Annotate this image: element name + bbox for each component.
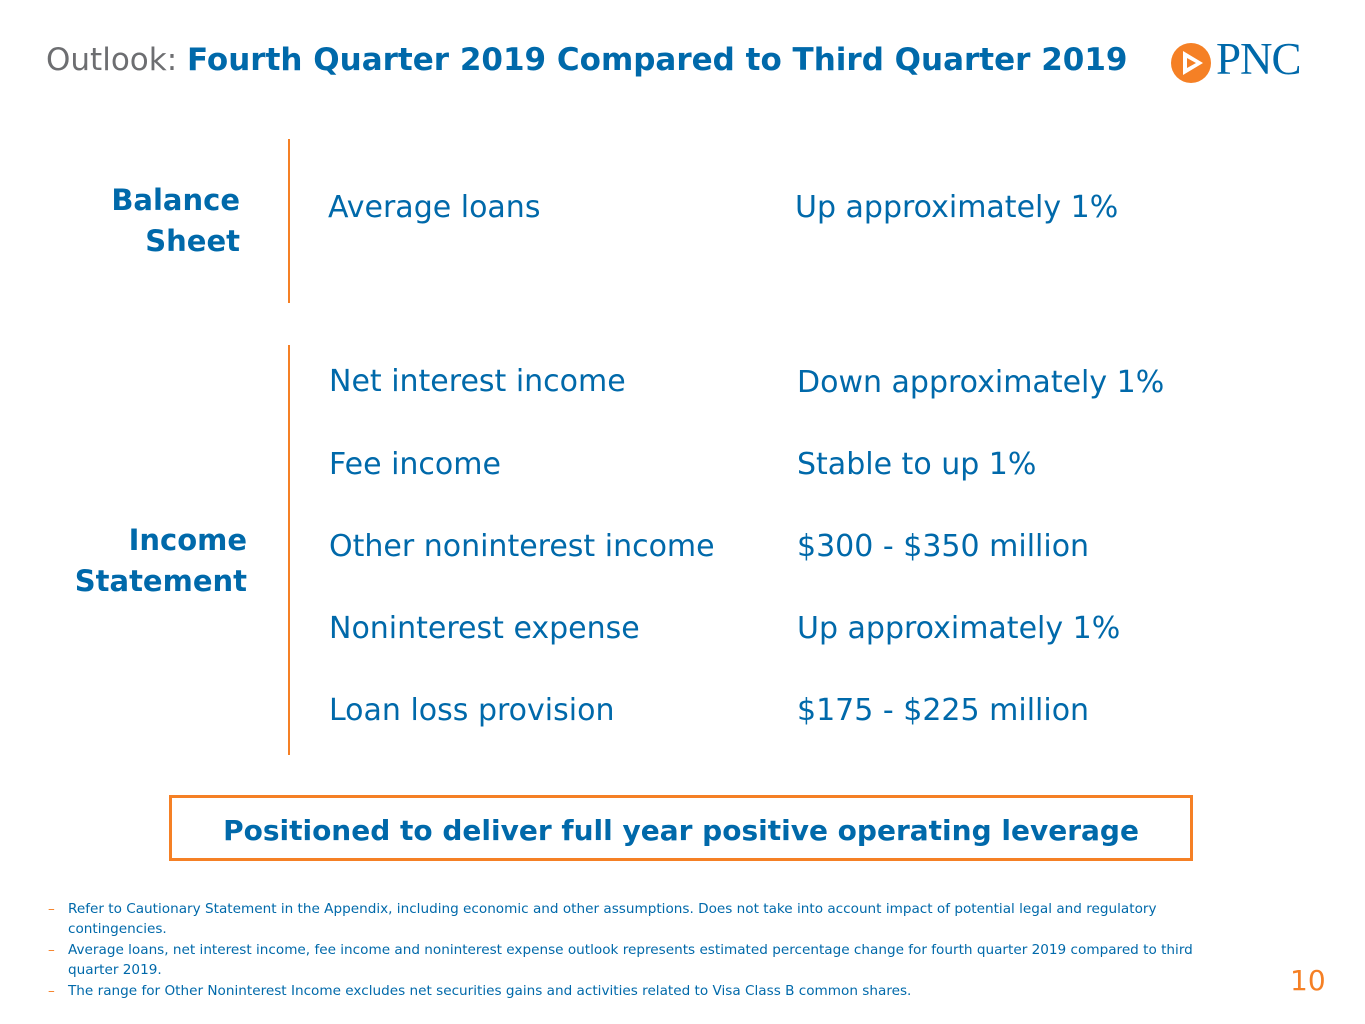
logo-text: PNC bbox=[1216, 34, 1302, 84]
income-statement-label: Income Statement bbox=[60, 520, 247, 602]
other-noninterest-income-label: Other noninterest income bbox=[329, 529, 715, 564]
balance-sheet-label-line1: Balance bbox=[111, 183, 240, 217]
callout-text: Positioned to deliver full year positive… bbox=[223, 814, 1139, 847]
title-prefix: Outlook: bbox=[46, 42, 178, 78]
title-main: Fourth Quarter 2019 Compared to Third Qu… bbox=[187, 42, 1128, 78]
noninterest-expense-value: Up approximately 1% bbox=[797, 611, 1121, 646]
footnote-2: – Average loans, net interest income, fe… bbox=[48, 940, 1198, 980]
footnotes: – Refer to Cautionary Statement in the A… bbox=[48, 899, 1198, 1002]
balance-sheet-label: Balance Sheet bbox=[80, 180, 240, 262]
footnote-1: – Refer to Cautionary Statement in the A… bbox=[48, 899, 1198, 939]
average-loans-value: Up approximately 1% bbox=[795, 190, 1119, 225]
footnote-dash: – bbox=[48, 942, 55, 958]
fee-income-value: Stable to up 1% bbox=[797, 447, 1037, 482]
balance-sheet-divider bbox=[288, 139, 290, 303]
footnote-3-text: The range for Other Noninterest Income e… bbox=[68, 983, 912, 999]
pnc-logo: PNC bbox=[1170, 34, 1320, 88]
fee-income-label: Fee income bbox=[329, 447, 501, 482]
footnote-dash: – bbox=[48, 983, 55, 999]
footnote-3: – The range for Other Noninterest Income… bbox=[48, 981, 1198, 1001]
net-interest-income-label: Net interest income bbox=[329, 364, 626, 399]
income-statement-label-line2: Statement bbox=[74, 564, 247, 598]
footnote-dash: – bbox=[48, 901, 55, 917]
pnc-triangle-logo-icon bbox=[1171, 43, 1211, 83]
net-interest-income-value: Down approximately 1% bbox=[797, 365, 1165, 400]
average-loans-label: Average loans bbox=[328, 190, 541, 225]
page-number: 10 bbox=[1290, 964, 1326, 997]
other-noninterest-income-value: $300 - $350 million bbox=[797, 529, 1090, 564]
footnote-1-text: Refer to Cautionary Statement in the App… bbox=[68, 901, 1157, 937]
income-statement-divider bbox=[288, 345, 290, 755]
loan-loss-provision-label: Loan loss provision bbox=[329, 693, 615, 728]
footnote-2-text: Average loans, net interest income, fee … bbox=[68, 942, 1193, 978]
page-title: Outlook: Fourth Quarter 2019 Compared to… bbox=[46, 42, 1128, 78]
noninterest-expense-label: Noninterest expense bbox=[329, 611, 640, 646]
income-statement-label-line1: Income bbox=[128, 523, 247, 557]
operating-leverage-callout: Positioned to deliver full year positive… bbox=[169, 795, 1193, 861]
balance-sheet-label-line2: Sheet bbox=[145, 224, 240, 258]
loan-loss-provision-value: $175 - $225 million bbox=[797, 693, 1090, 728]
